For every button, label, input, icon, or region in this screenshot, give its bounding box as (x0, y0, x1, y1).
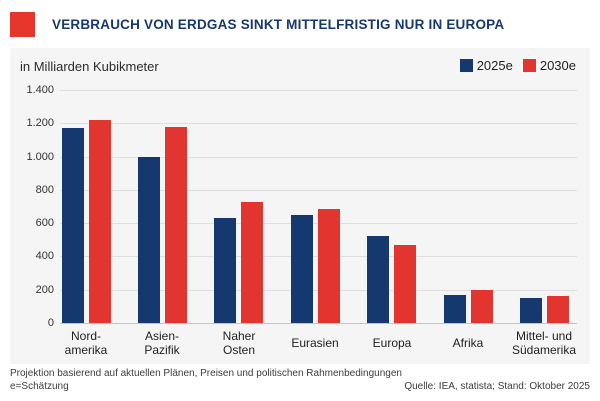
footnote-projection: Projektion basierend auf aktuellen Pläne… (10, 368, 402, 379)
page-title: VERBRAUCH VON ERDGAS SINKT MITTELFRISTIG… (52, 16, 505, 32)
category-label-Nordamerika: Nord-amerika (64, 329, 108, 357)
gridline-0 (60, 323, 577, 324)
legend-label-2025e: 2025e (476, 58, 513, 73)
bar-2025e-Afrika (444, 295, 466, 323)
gridline-800 (60, 190, 577, 191)
bar-2030e-Asien-Pazifik (165, 127, 187, 323)
bar-2030e-Nordamerika (89, 120, 111, 323)
category-label-Naher Osten: Naher Osten (222, 329, 256, 357)
gridline-1000 (60, 157, 577, 158)
ytick-label-600: 600 (35, 217, 54, 229)
bar-2030e-Afrika (471, 290, 493, 323)
ytick-label-800: 800 (35, 184, 54, 196)
source-note: Quelle: IEA, statista; Stand: Oktober 20… (404, 381, 590, 392)
legend-entry-2025e: 2025e (459, 58, 513, 73)
category-label-Eurasien: Eurasien (291, 336, 339, 350)
ytick-label-1400: 1.400 (26, 84, 54, 96)
brand-accent-square (10, 11, 35, 37)
chart-panel: in Milliarden Kubikmeter 2025e 2030e 1.4… (10, 48, 590, 364)
bar-2025e-Eurasien (291, 215, 313, 323)
legend-entry-2030e: 2030e (522, 58, 576, 73)
legend-label-2030e: 2030e (539, 58, 576, 73)
ytick-label-200: 200 (35, 284, 54, 296)
category-label-Afrika: Afrika (452, 336, 484, 350)
bar-2030e-Mittel- und Südamerika (547, 296, 569, 323)
category-label-Europa: Europa (372, 336, 412, 350)
gridline-1400 (60, 90, 577, 91)
category-label-Mittel- und Südamerika: Mittel- und Südamerika (511, 329, 577, 357)
bar-2030e-Europa (394, 245, 416, 323)
unit-label: in Milliarden Kubikmeter (20, 59, 159, 74)
footnote-estimate: e=Schätzung (10, 381, 69, 392)
plot-area: 1.400 1.200 1.000 800 600 400 200 0 Nord-amerika… (10, 48, 590, 364)
bar-2025e-Europa (367, 236, 389, 323)
legend-swatch-2025e (459, 59, 473, 72)
category-label-Asien-Pazifik: Asien- Pazifik (144, 329, 180, 357)
bar-2025e-Nordamerika (62, 128, 84, 323)
ytick-label-1000: 1.000 (26, 151, 54, 163)
ytick-label-400: 400 (35, 250, 54, 262)
bar-2025e-Mittel- und Südamerika (520, 298, 542, 323)
legend: 2025e 2030e (459, 58, 576, 73)
footer: Projektion basierend auf aktuellen Pläne… (10, 367, 590, 393)
bar-2030e-Naher Osten (241, 202, 263, 323)
bar-2025e-Asien-Pazifik (138, 157, 160, 323)
gridline-1200 (60, 123, 577, 124)
bar-2025e-Naher Osten (214, 218, 236, 323)
legend-swatch-2030e (522, 59, 536, 72)
ytick-label-1200: 1.200 (26, 117, 54, 129)
header: VERBRAUCH VON ERDGAS SINKT MITTELFRISTIG… (10, 8, 590, 40)
ytick-label-0: 0 (47, 317, 54, 329)
bar-2030e-Eurasien (318, 209, 340, 323)
